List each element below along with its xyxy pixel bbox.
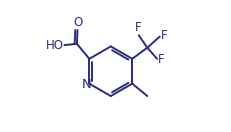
- Text: N: N: [81, 78, 91, 91]
- Text: HO: HO: [46, 39, 64, 52]
- Text: O: O: [73, 16, 82, 29]
- Text: F: F: [160, 29, 167, 43]
- Text: F: F: [134, 21, 141, 34]
- Text: F: F: [158, 53, 164, 66]
